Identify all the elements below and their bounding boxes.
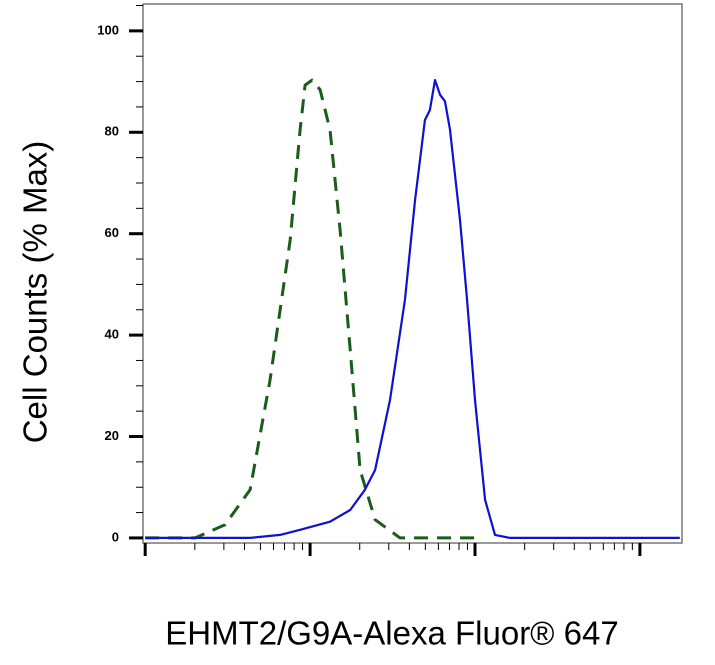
histogram-line [145,79,680,539]
y-tick-label: 0 [112,529,119,544]
plot-frame [142,3,683,544]
y-tick-label: 40 [105,327,119,342]
x-axis-label: EHMT2/G9A-Alexa Fluor® 647 [165,615,618,652]
histogram-line [145,78,480,540]
y-axis-label: Cell Counts (% Max) [17,141,54,444]
y-tick-label: 60 [105,225,119,240]
y-tick-label: 80 [105,124,119,139]
y-tick-label: 20 [105,428,119,443]
y-tick-label: 100 [97,22,119,37]
